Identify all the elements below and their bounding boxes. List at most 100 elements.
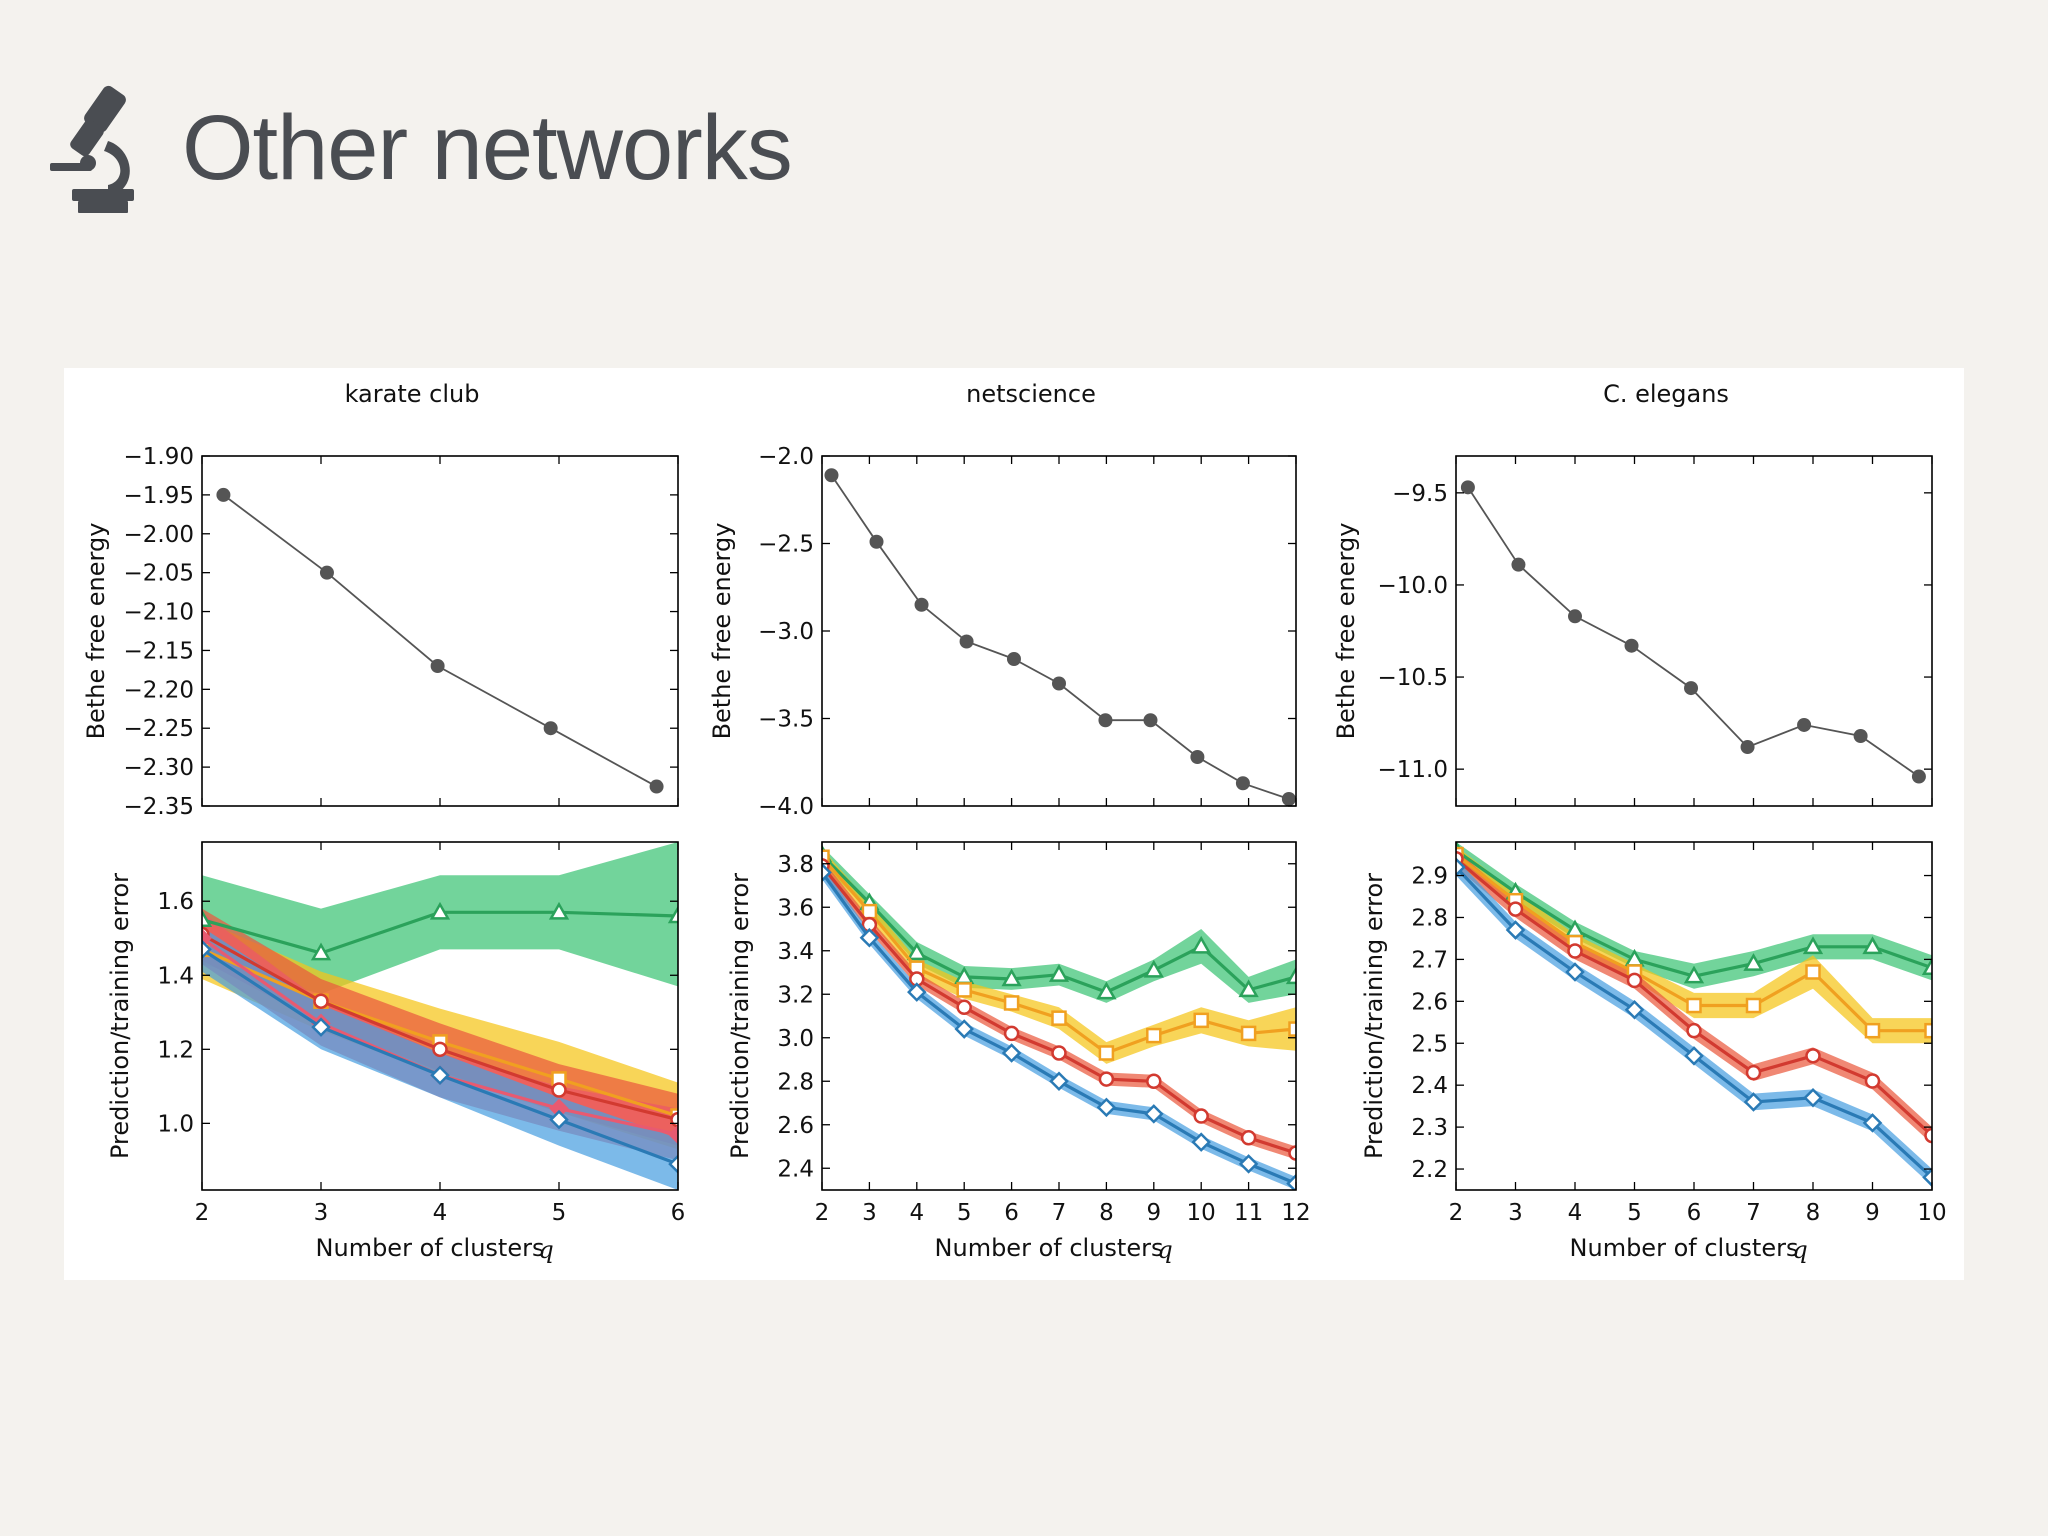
data-point: [202, 909, 213, 927]
y-tick-label: −3.0: [758, 619, 814, 645]
x-tick-label: 8: [1806, 1200, 1821, 1226]
x-tick-label: 11: [1234, 1200, 1263, 1226]
y-tick-label: −2.5: [758, 532, 814, 558]
x-tick-label: 6: [671, 1200, 686, 1226]
data-point: [313, 993, 329, 1009]
data-point: [1864, 1022, 1881, 1039]
data-point: [1288, 1021, 1296, 1037]
y-tick-label: −2.30: [124, 755, 194, 781]
y-tick-label: 2.4: [1411, 1073, 1448, 1099]
data-point: [1191, 1132, 1211, 1152]
plot-frame: [201, 455, 679, 807]
data-point: [1743, 953, 1764, 971]
y-tick-label: −3.5: [758, 707, 814, 733]
x-tick-label: 5: [552, 1200, 567, 1226]
data-point: [1505, 920, 1526, 940]
data-point: [311, 1017, 331, 1037]
data-point: [1146, 1027, 1162, 1044]
data-point: [1511, 557, 1526, 572]
slide-header: Other networks: [50, 78, 793, 218]
data-point: [432, 1041, 448, 1058]
y-tick-label: 2.8: [1411, 905, 1448, 931]
data-point: [1624, 999, 1645, 1020]
data-point: [1745, 1064, 1762, 1081]
x-tick-label: 10: [1917, 1200, 1946, 1226]
data-point: [1507, 901, 1524, 917]
data-point: [822, 862, 832, 883]
data-point: [1281, 792, 1296, 806]
x-tick-label: 6: [1004, 1200, 1019, 1226]
data-point: [429, 901, 451, 920]
chart-elegans-error: 2 3 4 5 6 7 8 9 10 2.2 2.3 2.4 2.5 2.6 2.7 2.8 2.9 Predic…: [1360, 841, 1947, 1264]
x-tick-label: 2: [195, 1200, 210, 1226]
chart-netscience-error: 2 3 4 5 6 7 8 9 10 11 12 2.4 2.6 2.8 3.0 3.2 3.4 3.6 3.8 Pr…: [726, 841, 1311, 1264]
y-tick-label: −2.00: [124, 522, 194, 548]
data-point: [1144, 1104, 1164, 1124]
y-tick-label: −2.05: [124, 561, 194, 587]
x-tick-label: 7: [1052, 1200, 1067, 1226]
data-point: [1240, 1025, 1257, 1042]
data-point: [1924, 1022, 1932, 1039]
data-point: [1743, 1092, 1764, 1112]
x-tick-label: 9: [1865, 1200, 1880, 1226]
y-tick-label: 1.4: [157, 963, 194, 989]
data-point: [1143, 959, 1164, 978]
data-point: [202, 939, 212, 960]
x-tick-label: 5: [957, 1200, 972, 1226]
y-tick-label: −2.0: [758, 444, 814, 470]
data-point: [1686, 1022, 1702, 1039]
data-point: [907, 982, 927, 1002]
data-point: [1193, 1108, 1209, 1124]
data-point: [1001, 968, 1022, 987]
plot-area: [1456, 842, 1932, 1188]
data-point: [1003, 1025, 1020, 1042]
data-point: [216, 487, 231, 502]
data-point: [310, 942, 332, 961]
plot-area: [202, 842, 678, 1190]
data-point: [319, 565, 334, 580]
x-tick-label: 3: [1508, 1200, 1523, 1226]
x-tick-label: 4: [909, 1200, 924, 1226]
y-tick-label: −2.20: [124, 677, 194, 703]
y-tick-label: −2.10: [124, 600, 194, 626]
data-point: [1191, 935, 1212, 954]
data-point: [649, 779, 664, 794]
data-point: [959, 634, 974, 649]
y-tick-label: 2.9: [1411, 864, 1448, 890]
y-tick-label: 2.3: [1411, 1115, 1448, 1141]
data-point: [1684, 681, 1699, 696]
series-line-0: [830, 474, 1290, 800]
data-point: [1683, 965, 1705, 984]
y-axis-label: Prediction/training error: [726, 873, 754, 1159]
data-point: [549, 1109, 569, 1130]
chart-title: karate club: [345, 380, 480, 408]
plot-area: [824, 468, 1296, 806]
microscope-icon: [50, 85, 134, 213]
data-point: [1096, 981, 1117, 1000]
chart-netscience-energy: −4.0 −3.5 −3.0 −2.5 −2.0 netscience Bethe free…: [708, 380, 1297, 820]
data-point: [430, 659, 445, 673]
data-point: [906, 942, 927, 961]
y-tick-label: −2.15: [124, 638, 194, 664]
y-tick-label: −1.95: [124, 483, 194, 509]
data-point: [1686, 997, 1702, 1014]
data-point: [1805, 964, 1821, 980]
data-point: [1802, 936, 1824, 955]
y-tick-label: −11.0: [1378, 757, 1448, 783]
data-point: [1048, 964, 1070, 982]
data-point: [1568, 609, 1582, 624]
data-point: [861, 903, 878, 920]
series-line-0: [1467, 486, 1920, 778]
y-tick-label: 1.6: [157, 889, 194, 915]
data-point: [1051, 1045, 1067, 1061]
data-point: [1862, 936, 1883, 955]
data-point: [548, 901, 570, 920]
data-point: [1286, 1173, 1296, 1190]
data-point: [543, 721, 558, 736]
data-point: [914, 597, 929, 612]
data-point: [1922, 1167, 1932, 1188]
data-point: [1803, 1087, 1823, 1108]
data-point: [1624, 638, 1639, 653]
y-tick-label: 2.2: [1411, 1157, 1448, 1183]
y-tick-label: 3.4: [777, 939, 814, 965]
